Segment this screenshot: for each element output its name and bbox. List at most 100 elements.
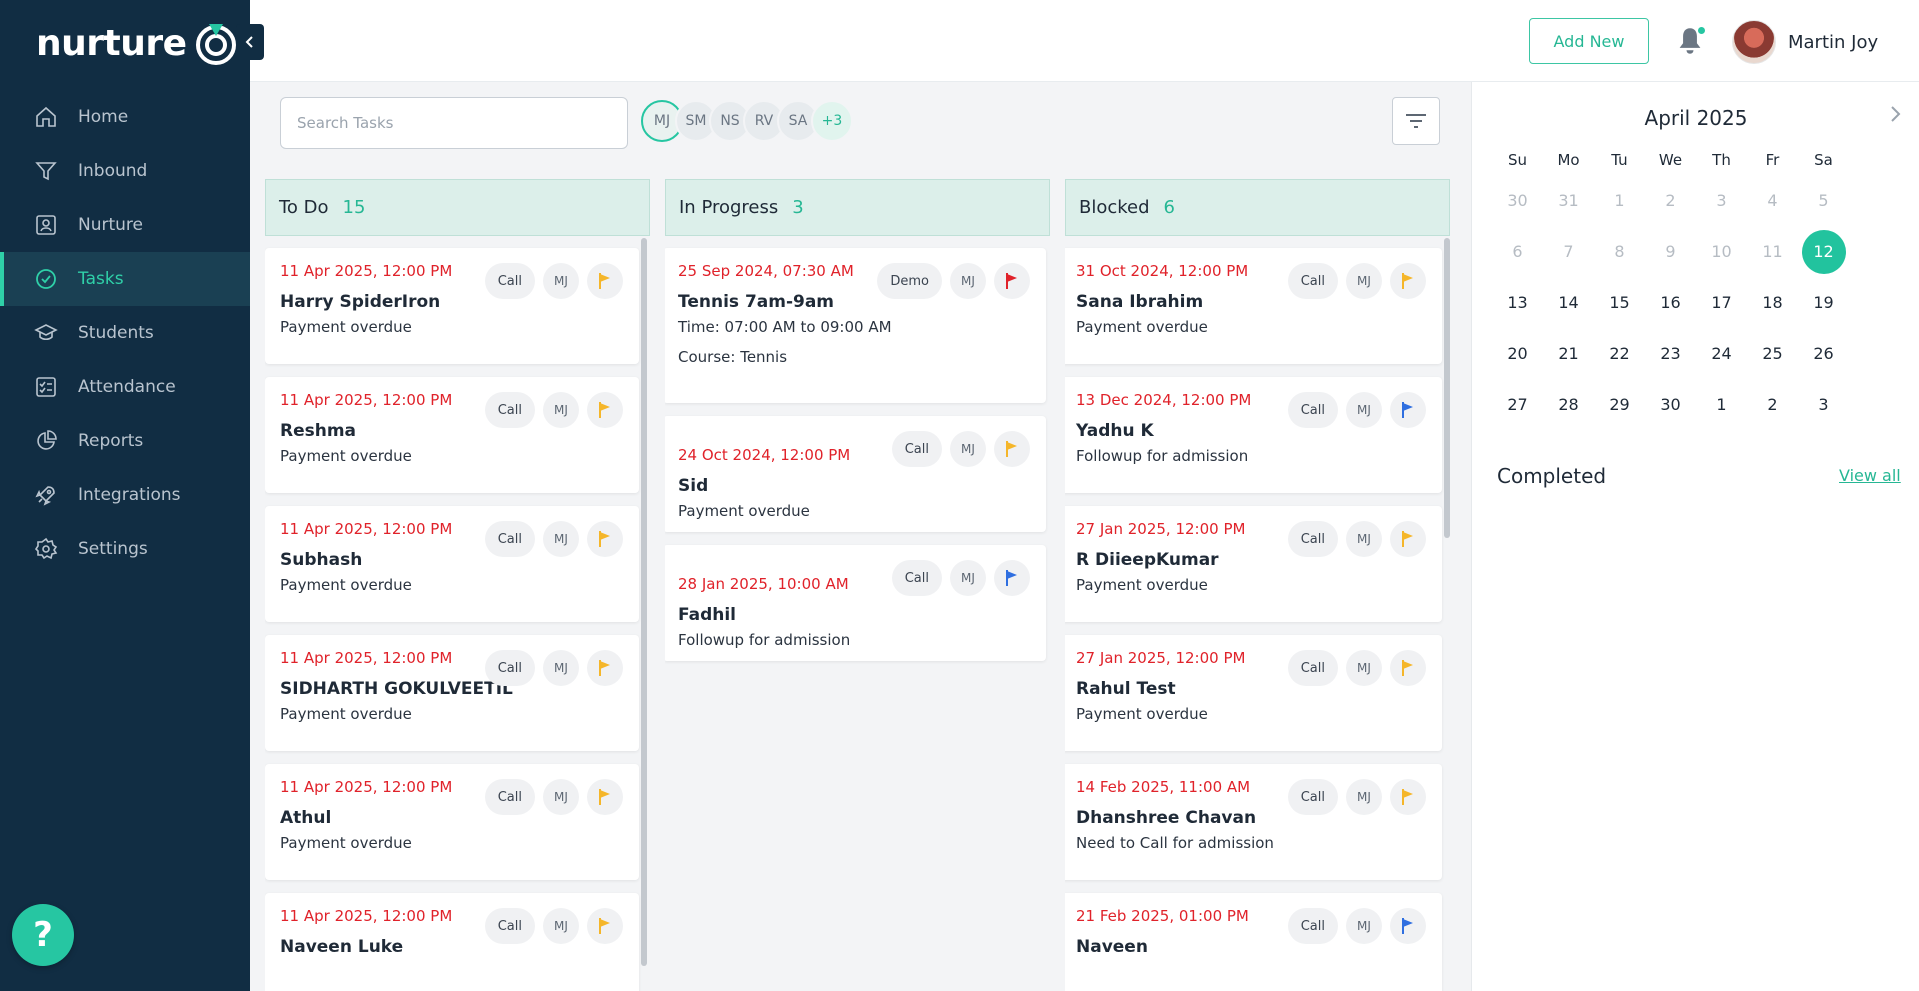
calendar-day[interactable]: 28 [1558,395,1579,414]
calendar-day[interactable]: 6 [1512,242,1523,261]
search-field[interactable] [280,97,628,149]
owner-badge[interactable]: MJ [1346,263,1382,299]
task-type-tag[interactable]: Call [484,392,535,428]
task-type-tag[interactable]: Call [1287,908,1338,944]
calendar-day[interactable]: 21 [1558,344,1579,363]
priority-flag-button[interactable] [994,431,1030,467]
search-input[interactable] [297,114,627,132]
assignee-more-chip[interactable]: +3 [811,100,853,142]
owner-badge[interactable]: MJ [1346,392,1382,428]
task-type-tag[interactable]: Call [484,521,535,557]
logo[interactable]: nurture [36,20,239,66]
calendar-day[interactable]: 13 [1507,293,1528,312]
sidebar-item-inbound[interactable]: Inbound [0,144,250,198]
calendar-day[interactable]: 1 [1716,395,1727,414]
calendar-day[interactable]: 3 [1716,191,1727,210]
priority-flag-button[interactable] [1390,263,1426,299]
task-card[interactable]: 31 Oct 2024, 12:00 PM Call MJ Sana Ibrahi… [1065,248,1442,364]
filter-button[interactable] [1392,97,1440,145]
priority-flag-button[interactable] [587,779,623,815]
calendar-day[interactable]: 29 [1609,395,1630,414]
calendar-day[interactable]: 2 [1767,395,1778,414]
calendar-day[interactable]: 2 [1665,191,1676,210]
calendar-day[interactable]: 27 [1507,395,1528,414]
task-type-tag[interactable]: Call [1287,263,1338,299]
task-card[interactable]: 11 Apr 2025, 12:00 PM Call MJ Subhash Pay… [265,506,639,622]
priority-flag-button[interactable] [587,263,623,299]
task-card[interactable]: 21 Feb 2025, 01:00 PM Call MJ Naveen [1065,893,1442,991]
task-card[interactable]: 11 Apr 2025, 12:00 PM Call MJ SIDHARTH GO… [265,635,639,751]
help-button[interactable]: ? [12,904,74,966]
calendar-day[interactable]: 10 [1711,242,1732,261]
task-type-tag[interactable]: Call [1287,779,1338,815]
task-card[interactable]: 24 Oct 2024, 12:00 PM Call MJ Sid Payment… [665,416,1046,532]
task-card[interactable]: 25 Sep 2024, 07:30 AM Demo MJ Tennis 7am-… [665,248,1046,403]
owner-badge[interactable]: MJ [950,263,986,299]
column-scrollbar[interactable] [1444,238,1450,538]
priority-flag-button[interactable] [587,521,623,557]
calendar-day[interactable]: 1 [1614,191,1625,210]
task-type-tag[interactable]: Call [891,431,942,467]
calendar-day[interactable]: 19 [1813,293,1834,312]
priority-flag-button[interactable] [1390,650,1426,686]
add-new-button[interactable]: Add New [1529,18,1649,64]
task-type-tag[interactable]: Call [484,779,535,815]
sidebar-item-reports[interactable]: Reports [0,414,250,468]
sidebar-item-home[interactable]: Home [0,90,250,144]
sidebar-item-attendance[interactable]: Attendance [0,360,250,414]
task-card[interactable]: 27 Jan 2025, 12:00 PM Call MJ Rahul Test … [1065,635,1442,751]
priority-flag-button[interactable] [1390,521,1426,557]
sidebar-item-nurture[interactable]: Nurture [0,198,250,252]
calendar-day[interactable]: 18 [1762,293,1783,312]
calendar-day[interactable]: 9 [1665,242,1676,261]
calendar-day[interactable]: 15 [1609,293,1630,312]
task-card[interactable]: 14 Feb 2025, 11:00 AM Call MJ Dhanshree C… [1065,764,1442,880]
calendar-day[interactable]: 30 [1507,191,1528,210]
priority-flag-button[interactable] [1390,779,1426,815]
task-type-tag[interactable]: Call [484,650,535,686]
task-type-tag[interactable]: Call [891,560,942,596]
owner-badge[interactable]: MJ [543,263,579,299]
priority-flag-button[interactable] [587,908,623,944]
sidebar-collapse-button[interactable] [236,24,264,60]
task-card[interactable]: 13 Dec 2024, 12:00 PM Call MJ Yadhu K Fol… [1065,377,1442,493]
calendar-day[interactable]: 25 [1762,344,1783,363]
task-type-tag[interactable]: Call [484,263,535,299]
column-scrollbar[interactable] [641,238,647,966]
calendar-day[interactable]: 11 [1762,242,1783,261]
owner-badge[interactable]: MJ [1346,650,1382,686]
calendar-day[interactable]: 14 [1558,293,1579,312]
calendar-next-button[interactable] [1885,104,1909,128]
task-type-tag[interactable]: Demo [877,263,942,299]
task-type-tag[interactable]: Call [1287,650,1338,686]
view-all-link[interactable]: View all [1839,466,1901,485]
calendar-day[interactable]: 26 [1813,344,1834,363]
calendar-day[interactable]: 7 [1563,242,1574,261]
calendar-day[interactable]: 30 [1660,395,1681,414]
priority-flag-button[interactable] [994,263,1030,299]
calendar-day[interactable]: 20 [1507,344,1528,363]
calendar-day[interactable]: 16 [1660,293,1681,312]
task-card[interactable]: 11 Apr 2025, 12:00 PM Call MJ Reshma Paym… [265,377,639,493]
calendar-day[interactable]: 3 [1818,395,1829,414]
owner-badge[interactable]: MJ [950,560,986,596]
owner-badge[interactable]: MJ [1346,908,1382,944]
user-menu[interactable]: Martin Joy [1732,20,1878,64]
sidebar-item-integrations[interactable]: Integrations [0,468,250,522]
calendar-day[interactable]: 22 [1609,344,1630,363]
calendar-day[interactable]: 24 [1711,344,1732,363]
calendar-day[interactable]: 8 [1614,242,1625,261]
calendar-day-today[interactable]: 12 [1798,226,1849,277]
owner-badge[interactable]: MJ [543,521,579,557]
owner-badge[interactable]: MJ [543,392,579,428]
task-card[interactable]: 11 Apr 2025, 12:00 PM Call MJ Athul Payme… [265,764,639,880]
owner-badge[interactable]: MJ [543,650,579,686]
calendar-day[interactable]: 23 [1660,344,1681,363]
priority-flag-button[interactable] [1390,392,1426,428]
task-card[interactable]: 27 Jan 2025, 12:00 PM Call MJ R DiieepKum… [1065,506,1442,622]
priority-flag-button[interactable] [587,392,623,428]
calendar-day[interactable]: 31 [1558,191,1579,210]
calendar-day[interactable]: 4 [1767,191,1778,210]
owner-badge[interactable]: MJ [543,779,579,815]
calendar-day[interactable]: 17 [1711,293,1732,312]
